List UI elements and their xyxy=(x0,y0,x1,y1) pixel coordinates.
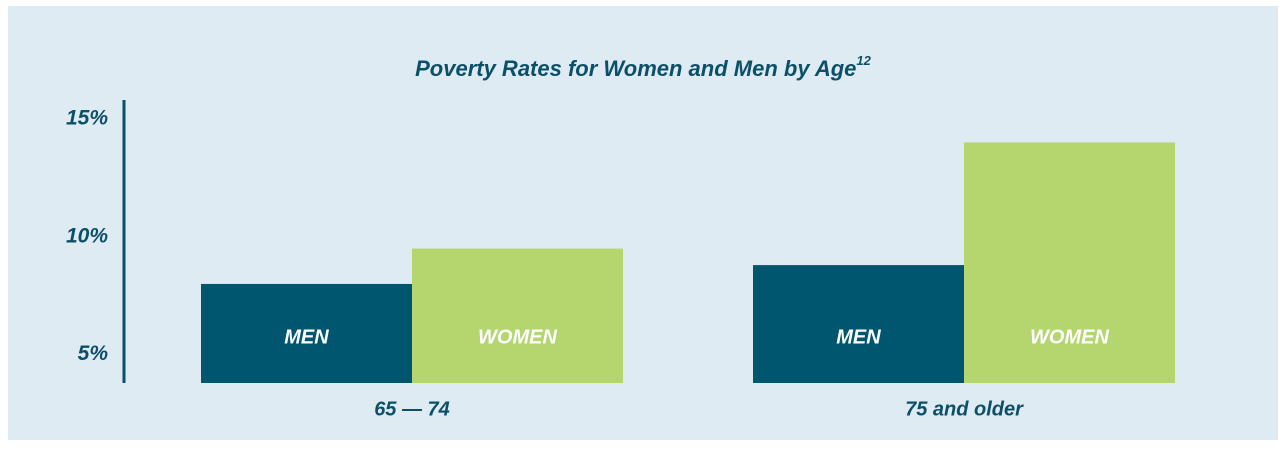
x-tick-label: 75 and older xyxy=(905,398,1024,420)
bar-series-label: MEN xyxy=(836,326,881,348)
x-tick-label: 65 — 74 xyxy=(374,398,450,420)
y-tick-label: 10% xyxy=(66,224,108,247)
bar-series-label: WOMEN xyxy=(478,326,557,348)
bar xyxy=(412,248,623,383)
bar-series-label: MEN xyxy=(284,326,329,348)
chart-title: Poverty Rates for Women and Men by Age12 xyxy=(415,53,872,80)
title-superscript: 12 xyxy=(856,53,871,68)
bar xyxy=(201,283,412,383)
y-tick-label: 5% xyxy=(78,342,109,365)
y-tick-label: 15% xyxy=(66,106,108,129)
bar-series-label: WOMEN xyxy=(1030,326,1109,348)
chart-title-text: Poverty Rates for Women and Men by Age xyxy=(415,56,856,81)
bar xyxy=(964,142,1175,383)
bar xyxy=(753,265,964,383)
